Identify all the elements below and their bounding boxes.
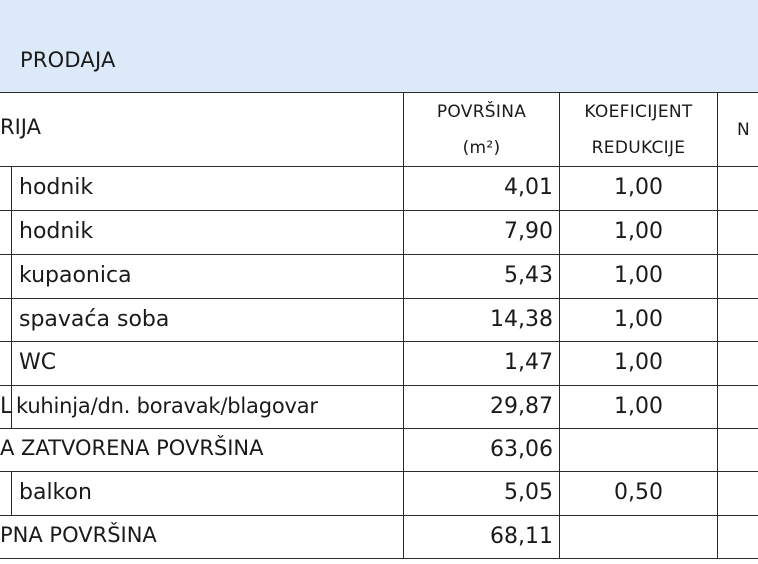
room-name: WC — [19, 350, 57, 375]
room-area: 29,87 — [490, 394, 553, 419]
room-name: hodnik — [19, 175, 94, 200]
total-area: 68,11 — [490, 524, 553, 549]
grid-line — [11, 471, 12, 515]
header-name: RIJA — [0, 115, 41, 139]
room-name: hodnik — [19, 219, 94, 244]
grid-line — [0, 385, 758, 386]
room-coef: 1,00 — [614, 350, 663, 375]
room-coef: 1,00 — [614, 394, 663, 419]
room-name: kupaonica — [19, 263, 132, 288]
title-band — [0, 0, 758, 92]
room-area: 7,90 — [504, 219, 553, 244]
room-area: 5,43 — [504, 263, 553, 288]
grid-line — [0, 558, 758, 559]
header-coef-line1: KOEFICIJENT — [584, 102, 693, 122]
grid-line — [559, 92, 560, 558]
grid-line — [0, 341, 758, 342]
room-name: kuhinja/dn. boravak/blagovar — [16, 394, 318, 418]
header-area-line2: (m²) — [462, 138, 501, 158]
room-coef: 1,00 — [614, 307, 663, 332]
room-area: 4,01 — [504, 175, 553, 200]
grid-line — [0, 166, 758, 167]
grid-line — [717, 92, 718, 558]
grid-line — [0, 92, 758, 93]
balcony-coef: 0,50 — [614, 480, 663, 505]
subtotal-label: A ZATVORENA POVRŠINA — [0, 436, 264, 460]
grid-line — [403, 92, 404, 558]
room-area: 1,47 — [504, 350, 553, 375]
room-coef: 1,00 — [614, 175, 663, 200]
room-coef: 1,00 — [614, 219, 663, 244]
total-label: PNA POVRŠINA — [0, 523, 157, 547]
section-title: PRODAJA — [20, 48, 116, 72]
grid-line — [0, 298, 758, 299]
balcony-name: balkon — [19, 480, 92, 505]
room-prefix: L — [0, 394, 13, 419]
grid-line — [0, 515, 758, 516]
room-name: spavaća soba — [19, 307, 170, 332]
balcony-area: 5,05 — [504, 480, 553, 505]
header-area-line1: POVRŠINA — [436, 102, 527, 122]
grid-line — [0, 254, 758, 255]
grid-line — [0, 428, 758, 429]
grid-line — [0, 210, 758, 211]
room-coef: 1,00 — [614, 263, 663, 288]
header-coef-line2: REDUKCIJE — [591, 138, 686, 158]
header-next: N — [737, 120, 751, 140]
subtotal-area: 63,06 — [490, 437, 553, 462]
room-area: 14,38 — [490, 307, 553, 332]
grid-line — [0, 471, 758, 472]
grid-line — [11, 166, 12, 428]
